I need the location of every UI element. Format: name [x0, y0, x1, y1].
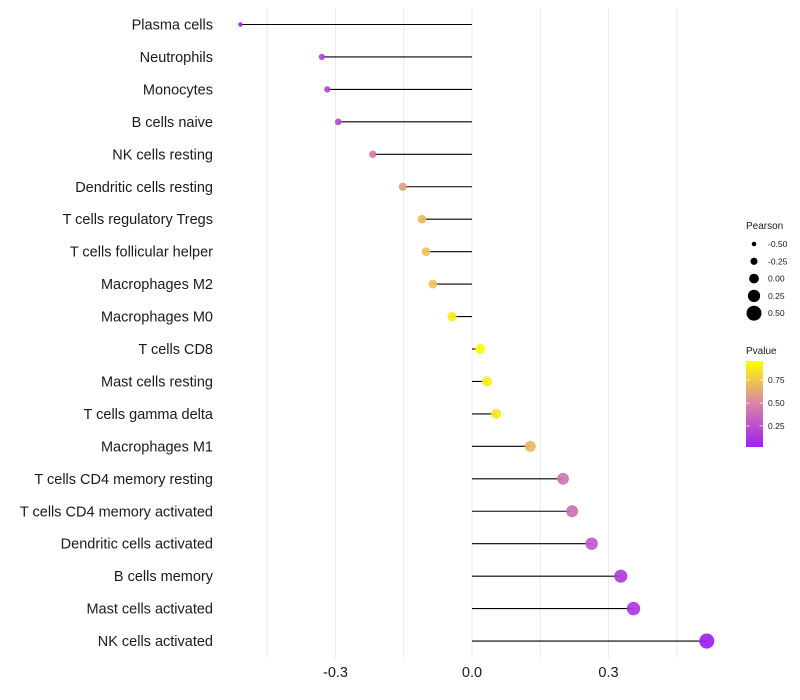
- legend-pvalue-title: Pvalue: [746, 346, 777, 357]
- y-tick-label: T cells CD8: [138, 342, 213, 358]
- lollipop-point: [428, 279, 438, 289]
- lollipop-point: [447, 311, 457, 322]
- lollipop-point: [334, 118, 342, 126]
- x-tick-label: -0.3: [323, 665, 348, 681]
- legend-size-label: -0.50: [768, 239, 788, 249]
- y-tick-label: NK cells activated: [98, 634, 213, 650]
- y-tick-label: Macrophages M2: [101, 277, 213, 293]
- x-tick-label: 0.3: [598, 665, 618, 681]
- lollipop-point: [369, 150, 377, 159]
- lollipop-point: [417, 214, 427, 224]
- legend-size-key: [749, 273, 759, 284]
- y-tick-label: Macrophages M1: [101, 439, 213, 455]
- legend-pvalue: Pvalue 0.25 0.50 0.75: [746, 346, 785, 447]
- y-tick-label: Neutrophils: [140, 50, 213, 66]
- legend-pearson: Pearson -0.50 -0.25 0.00 0.25 0.50: [746, 221, 788, 321]
- legend-size-key: [750, 257, 758, 265]
- lollipop-point: [524, 440, 536, 452]
- lollipop-point: [699, 633, 715, 649]
- lollipop-point: [585, 537, 598, 550]
- legend-size-label: 0.50: [768, 308, 785, 318]
- lollipop-point: [614, 569, 628, 583]
- y-tick-label: T cells regulatory Tregs: [63, 212, 213, 228]
- x-tick-label: 0.0: [462, 665, 482, 681]
- y-axis-labels: Plasma cells Neutrophils Monocytes B cells …: [20, 18, 214, 651]
- y-tick-label: T cells CD4 memory activated: [20, 504, 213, 520]
- lollipop-point: [324, 86, 331, 93]
- y-tick-label: T cells follicular helper: [70, 245, 213, 261]
- legend-size-label: 0.00: [768, 274, 785, 284]
- y-tick-label: Monocytes: [143, 82, 213, 98]
- lollipop-point: [318, 53, 325, 61]
- y-tick-label: B cells memory: [114, 569, 214, 585]
- y-tick-label: NK cells resting: [112, 147, 213, 163]
- y-tick-label: Mast cells resting: [101, 374, 213, 390]
- y-tick-label: Dendritic cells resting: [75, 180, 213, 196]
- x-axis-labels: -0.3 0.0 0.3: [323, 665, 619, 681]
- lollipop-point: [238, 22, 243, 27]
- lollipop-point: [566, 505, 579, 518]
- y-tick-label: Dendritic cells activated: [61, 537, 213, 553]
- colorbar-tick-label: 0.25: [768, 421, 785, 431]
- y-tick-label: Plasma cells: [132, 18, 213, 34]
- y-tick-label: Macrophages M0: [101, 310, 213, 326]
- colorbar-tick-label: 0.75: [768, 375, 785, 385]
- lollipop-point: [421, 247, 431, 256]
- y-tick-label: T cells gamma delta: [84, 407, 214, 423]
- y-tick-label: Mast cells activated: [86, 602, 213, 618]
- segments: [240, 23, 707, 642]
- points: [238, 22, 715, 649]
- lollipop-point: [481, 376, 493, 387]
- lollipop-point: [475, 344, 486, 354]
- lollipop-point: [490, 408, 502, 420]
- gridlines: [266, 8, 678, 658]
- colorbar-tick-label: 0.50: [768, 398, 785, 408]
- lollipop-point: [398, 182, 407, 191]
- lollipop-point: [557, 472, 569, 485]
- legend-size-key: [747, 289, 761, 303]
- legend-size-key: [746, 305, 762, 321]
- legend-size-key: [751, 241, 757, 247]
- legend-size-label: 0.25: [768, 291, 785, 301]
- legend-size-label: -0.25: [768, 256, 788, 266]
- legend-pearson-title: Pearson: [746, 221, 783, 232]
- y-tick-label: T cells CD4 memory resting: [34, 472, 213, 488]
- lollipop-point: [626, 601, 641, 616]
- y-tick-label: B cells naive: [132, 115, 213, 131]
- pvalue-colorbar: [746, 361, 763, 447]
